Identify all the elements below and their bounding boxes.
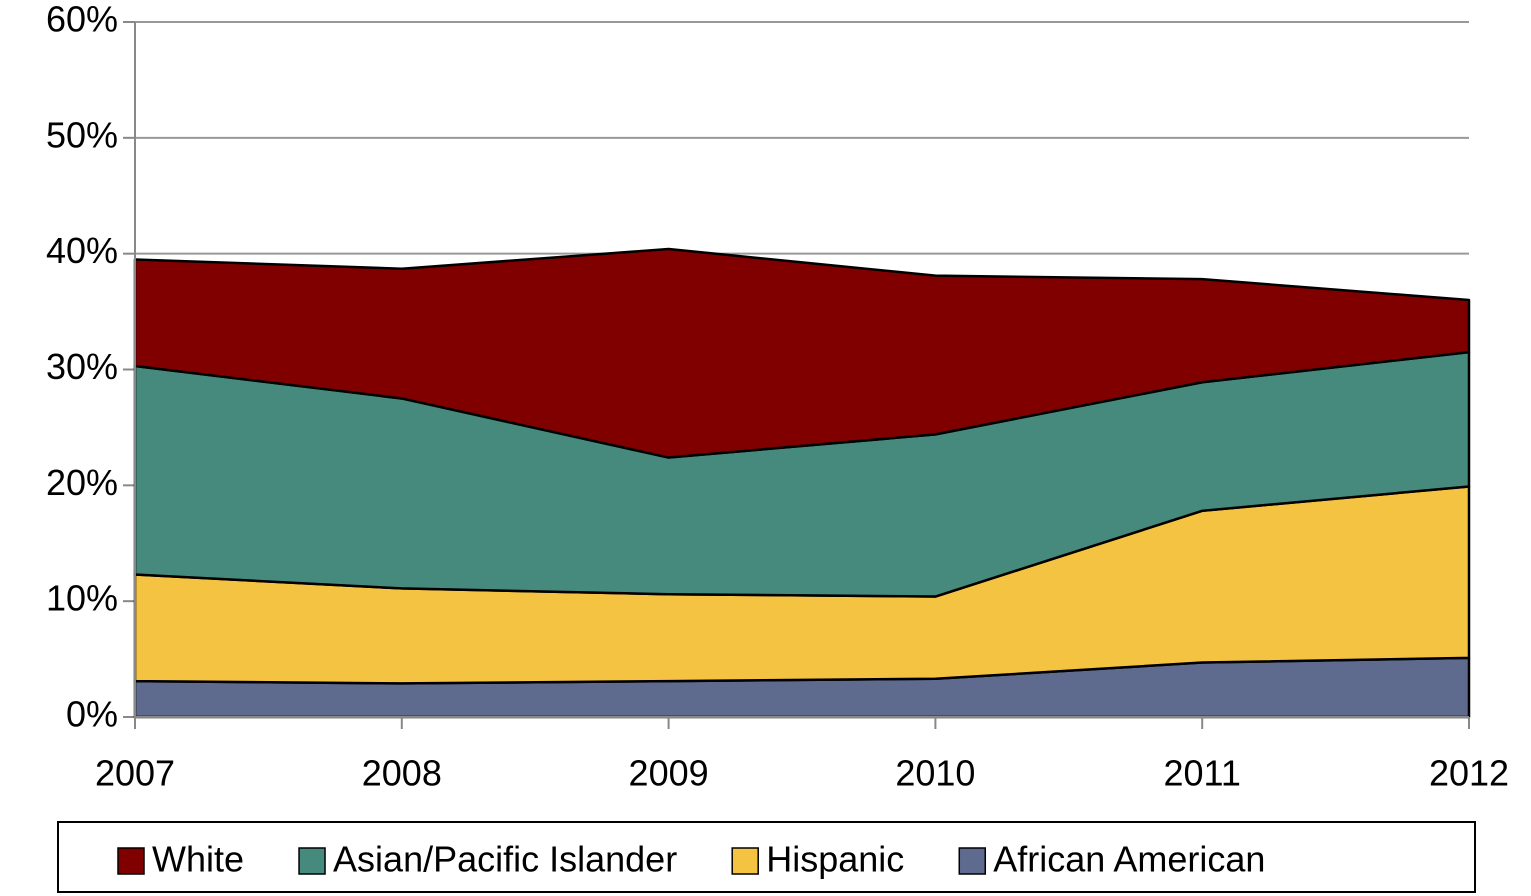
x-tick-label: 2011 <box>1163 753 1240 794</box>
legend-label: Hispanic <box>766 839 904 880</box>
legend-label: African American <box>993 839 1265 880</box>
y-tick-label: 40% <box>46 230 118 271</box>
legend-label: White <box>152 839 244 880</box>
legend-swatch <box>298 847 326 875</box>
x-tick-label: 2009 <box>629 753 709 794</box>
legend-swatch <box>117 847 145 875</box>
legend-swatch <box>731 847 759 875</box>
legend-box <box>57 821 1476 893</box>
y-tick-label: 60% <box>46 0 118 40</box>
x-tick-label: 2012 <box>1429 753 1509 794</box>
x-tick-label: 2010 <box>895 753 975 794</box>
legend-swatch <box>958 847 987 875</box>
x-tick-label: 2007 <box>95 753 175 794</box>
y-tick-label: 30% <box>46 346 118 387</box>
y-tick-label: 0% <box>66 694 118 735</box>
x-tick-label: 2008 <box>362 753 442 794</box>
y-tick-label: 20% <box>46 462 118 503</box>
y-tick-label: 10% <box>46 578 118 619</box>
y-tick-label: 50% <box>46 114 118 155</box>
legend-label: Asian/Pacific Islander <box>333 839 677 880</box>
area <box>133 247 1471 459</box>
